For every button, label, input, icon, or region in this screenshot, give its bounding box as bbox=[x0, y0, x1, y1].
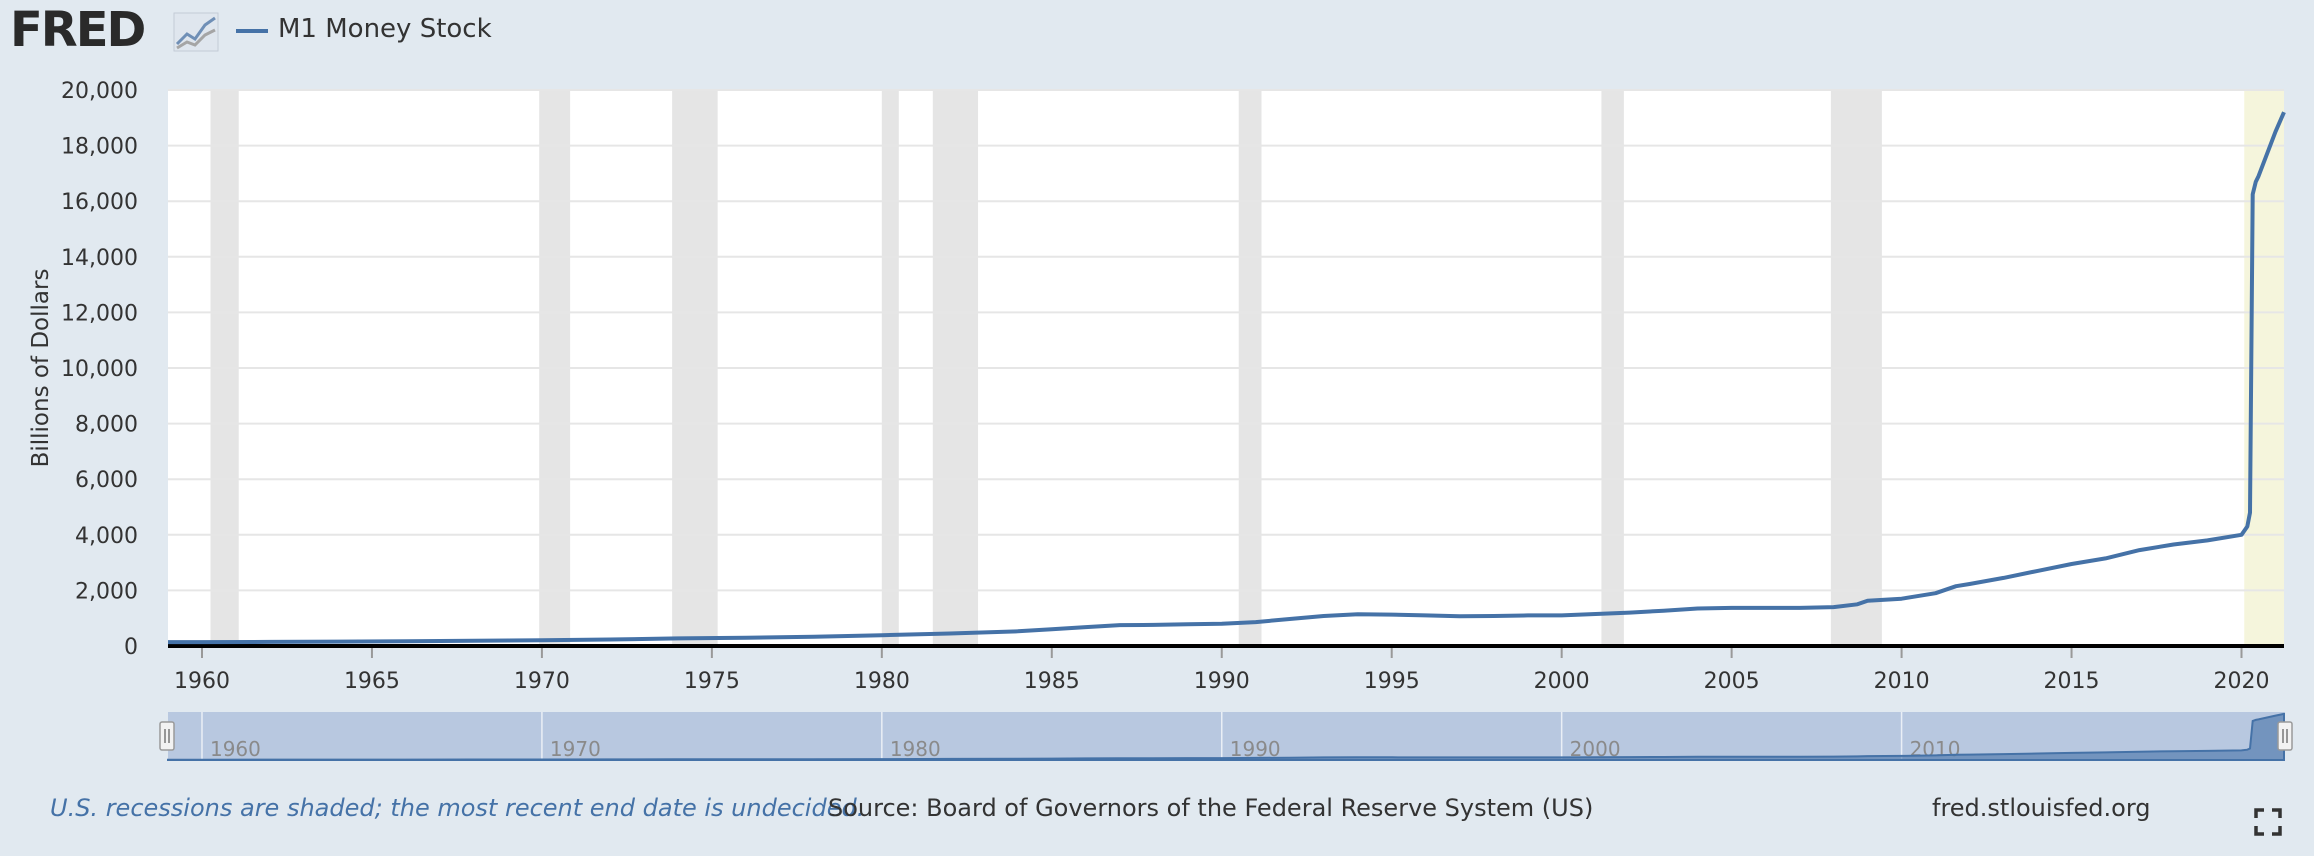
time-navigator[interactable]: 1960 1970 1980 1990 2000 2010 bbox=[159, 712, 2293, 761]
fred-logo[interactable]: FRED bbox=[10, 2, 146, 58]
navigator-label: 1970 bbox=[550, 737, 601, 761]
m1-line-chart: 0 2,000 4,000 6,000 8,000 10,000 12,000 14,000 1… bbox=[28, 79, 2293, 761]
fred-graph-icon bbox=[173, 12, 219, 52]
y-tick-label: 4,000 bbox=[75, 524, 138, 549]
x-tick-label: 1995 bbox=[1364, 669, 1420, 694]
navigator-labels: 1960 1970 1980 1990 2000 2010 bbox=[201, 712, 1960, 761]
navigator-handle-right[interactable] bbox=[2277, 721, 2293, 751]
x-tick-label: 1960 bbox=[174, 669, 230, 694]
y-tick-label: 0 bbox=[124, 635, 138, 660]
y-tick-label: 16,000 bbox=[61, 190, 138, 215]
x-tick-label: 1980 bbox=[854, 669, 910, 694]
navigator-label: 1980 bbox=[890, 737, 941, 761]
legend-swatch bbox=[236, 29, 268, 33]
y-axis-labels: 0 2,000 4,000 6,000 8,000 10,000 12,000 14,000 1… bbox=[61, 79, 138, 660]
x-tick-label: 1985 bbox=[1024, 669, 1080, 694]
y-axis-title: Billions of Dollars bbox=[28, 269, 54, 468]
legend-label[interactable]: M1 Money Stock bbox=[278, 14, 492, 44]
recession-note: U.S. recessions are shaded; the most rec… bbox=[50, 794, 865, 822]
x-tick-label: 1990 bbox=[1194, 669, 1250, 694]
y-tick-label: 8,000 bbox=[75, 413, 138, 438]
chart-header: FRED M1 Money Stock bbox=[0, 0, 2314, 70]
navigator-mask bbox=[168, 712, 2284, 760]
y-tick-label: 20,000 bbox=[61, 79, 138, 104]
x-tick-label: 1970 bbox=[514, 669, 570, 694]
grid-lines bbox=[168, 89, 2284, 592]
fullscreen-icon[interactable] bbox=[2254, 808, 2282, 836]
y-tick-label: 14,000 bbox=[61, 246, 138, 271]
y-tick-label: 12,000 bbox=[61, 301, 138, 326]
x-tick-label: 2020 bbox=[2214, 669, 2270, 694]
x-tick-label: 1975 bbox=[684, 669, 740, 694]
x-tick-label: 2005 bbox=[1704, 669, 1760, 694]
x-axis-labels: 1960 1965 1970 1975 1980 1985 1990 1995 2000 2005… bbox=[174, 646, 2270, 694]
x-tick-label: 2010 bbox=[1874, 669, 1930, 694]
y-tick-label: 18,000 bbox=[61, 135, 138, 160]
source-credit: Source: Board of Governors of the Federa… bbox=[828, 794, 1594, 822]
navigator-label: 1960 bbox=[210, 737, 261, 761]
y-tick-label: 6,000 bbox=[75, 468, 138, 493]
navigator-handle-left[interactable] bbox=[159, 721, 175, 751]
y-tick-label: 2,000 bbox=[75, 579, 138, 604]
series-line-m1[interactable] bbox=[168, 111, 2286, 645]
x-tick-label: 1965 bbox=[344, 669, 400, 694]
x-tick-label: 2015 bbox=[2044, 669, 2100, 694]
site-link[interactable]: fred.stlouisfed.org bbox=[1932, 794, 2151, 822]
y-tick-label: 10,000 bbox=[61, 357, 138, 382]
x-tick-label: 2000 bbox=[1534, 669, 1590, 694]
navigator-series-area bbox=[167, 712, 2285, 761]
